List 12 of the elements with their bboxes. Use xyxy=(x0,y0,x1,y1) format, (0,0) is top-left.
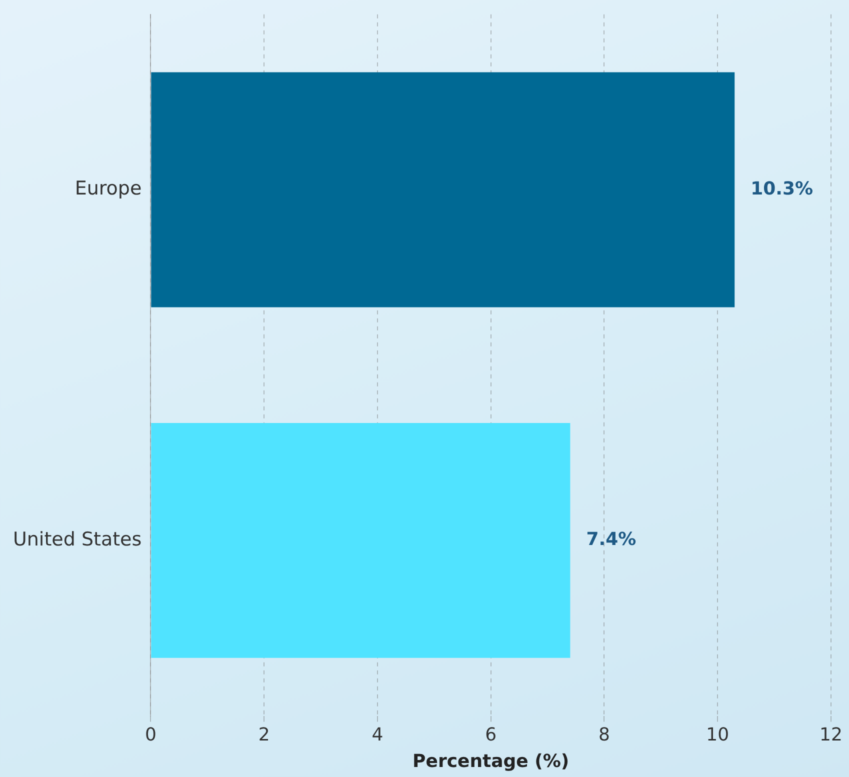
x-tick-label: 6 xyxy=(485,724,497,746)
x-tick-label: 4 xyxy=(372,724,384,746)
x-tick-label: 8 xyxy=(598,724,610,746)
x-axis-title: Percentage (%) xyxy=(412,750,570,772)
y-tick-label: Europe xyxy=(74,178,142,200)
x-tick-label: 12 xyxy=(820,724,842,746)
x-tick-label: 2 xyxy=(258,724,270,746)
x-tick-label: 0 xyxy=(144,724,156,746)
y-tick-label: United States xyxy=(12,528,142,550)
data-label: 7.4% xyxy=(586,529,636,550)
x-tick-label: 10 xyxy=(706,724,730,746)
data-label: 10.3% xyxy=(750,178,814,200)
